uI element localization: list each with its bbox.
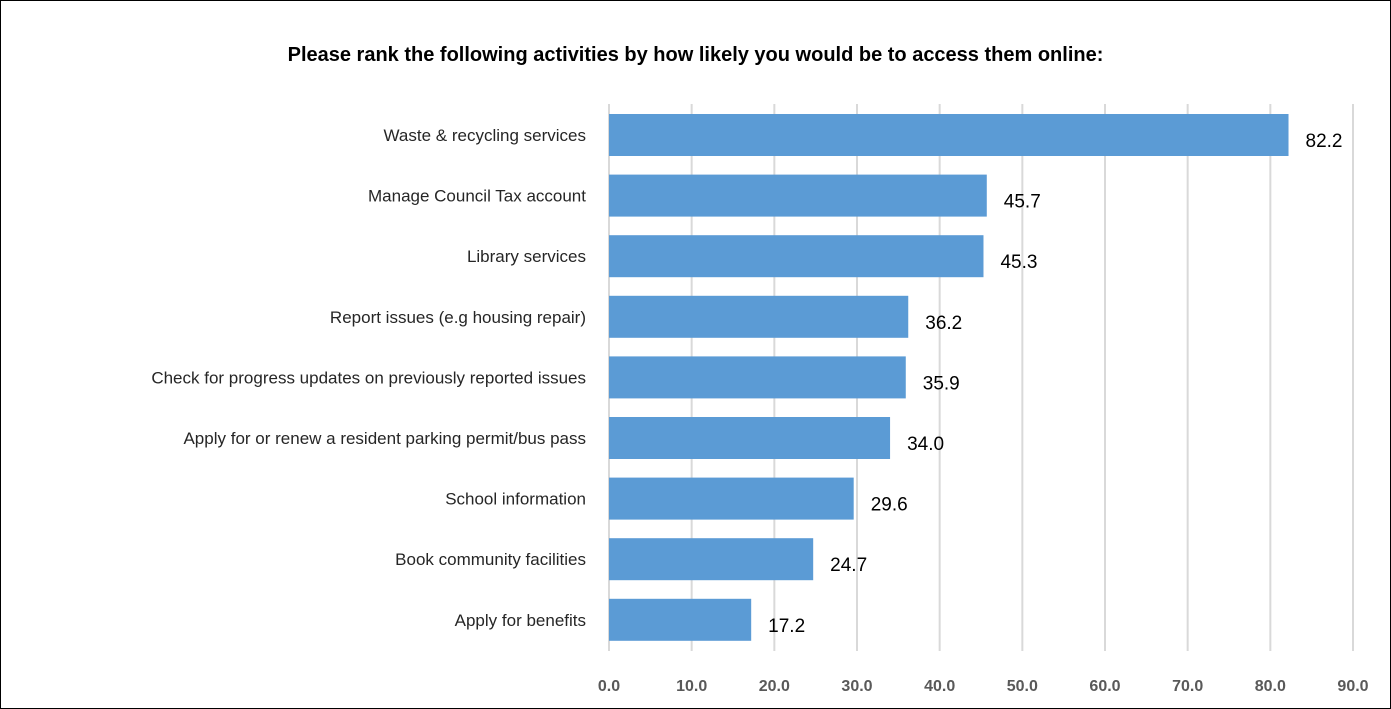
bar: [609, 174, 987, 217]
bar: [609, 356, 906, 399]
x-tick-label: 80.0: [1255, 678, 1286, 695]
data-label: 35.9: [923, 373, 960, 394]
x-tick-label: 40.0: [924, 678, 955, 695]
data-label: 82.2: [1306, 131, 1343, 152]
bar: [609, 477, 854, 520]
data-label: 45.3: [1000, 252, 1037, 273]
x-tick-label: 70.0: [1172, 678, 1203, 695]
data-label: 17.2: [768, 616, 805, 637]
x-tick-label: 60.0: [1089, 678, 1120, 695]
chart-title: Please rank the following activities by …: [287, 44, 1104, 66]
data-label: 24.7: [830, 555, 867, 576]
category-label: Report issues (e.g housing repair): [330, 308, 586, 327]
category-label: Apply for benefits: [455, 611, 586, 630]
category-label: Check for progress updates on previously…: [151, 368, 586, 387]
x-tick-label: 30.0: [841, 678, 872, 695]
data-label: 29.6: [871, 495, 908, 516]
bar: [609, 295, 909, 338]
category-label: Apply for or renew a resident parking pe…: [183, 429, 586, 448]
category-label: Waste & recycling services: [384, 126, 586, 145]
x-tick-label: 50.0: [1007, 678, 1038, 695]
x-tick-label: 0.0: [598, 678, 620, 695]
category-label: Book community facilities: [395, 550, 586, 569]
data-label: 45.7: [1004, 192, 1041, 213]
x-tick-label: 90.0: [1337, 678, 1368, 695]
category-label: Manage Council Tax account: [368, 187, 586, 206]
bar: [609, 114, 1289, 156]
category-label: Library services: [467, 247, 586, 266]
data-label: 36.2: [925, 313, 962, 334]
data-label: 34.0: [907, 434, 944, 455]
category-label: School information: [445, 490, 586, 509]
bar: [609, 235, 984, 278]
bar: [609, 598, 752, 641]
x-tick-label: 10.0: [676, 678, 707, 695]
bar: [609, 538, 814, 581]
x-tick-label: 20.0: [759, 678, 790, 695]
bar: [609, 417, 891, 459]
